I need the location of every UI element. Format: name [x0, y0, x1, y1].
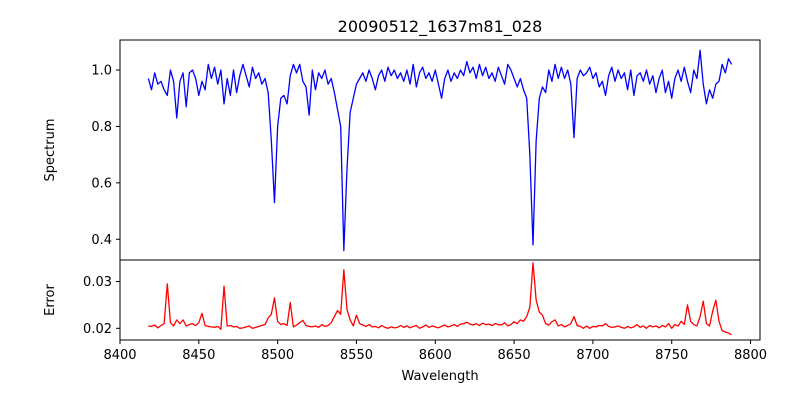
x-tick-label: 8400	[103, 348, 136, 363]
error-line	[148, 262, 732, 336]
x-tick-label: 8500	[261, 348, 294, 363]
x-tick-label: 8700	[576, 348, 609, 363]
x-tick-label: 8450	[182, 348, 215, 363]
x-tick-label: 8750	[655, 348, 688, 363]
spectrum-axes: 0.4 0.6 0.8 1.0	[91, 39, 761, 261]
x-tick-label: 8600	[419, 348, 452, 363]
x-tick-label: 8650	[498, 348, 531, 363]
x-axis-label: Wavelength	[401, 369, 478, 384]
y-tick-label: 0.6	[91, 176, 112, 191]
error-axes: 0.02 0.03 8400 8450 8500 8550 8600 8650 8700 8750…	[83, 259, 767, 363]
y-tick-label: 0.03	[83, 275, 112, 290]
y-tick-label: 0.02	[83, 322, 112, 337]
spectrum-line	[147, 49, 733, 252]
chart-title: 20090512_1637m81_028	[338, 17, 543, 37]
y-axis-label-error: Error	[43, 284, 58, 316]
y-tick-label: 0.4	[91, 233, 112, 248]
x-tick-label: 8550	[340, 348, 373, 363]
x-tick-label: 8800	[734, 348, 767, 363]
y-axis-label-spectrum: Spectrum	[43, 119, 58, 182]
y-tick-label: 0.8	[91, 120, 112, 135]
axes-frame	[119, 259, 761, 341]
y-tick-label: 1.0	[91, 64, 112, 79]
